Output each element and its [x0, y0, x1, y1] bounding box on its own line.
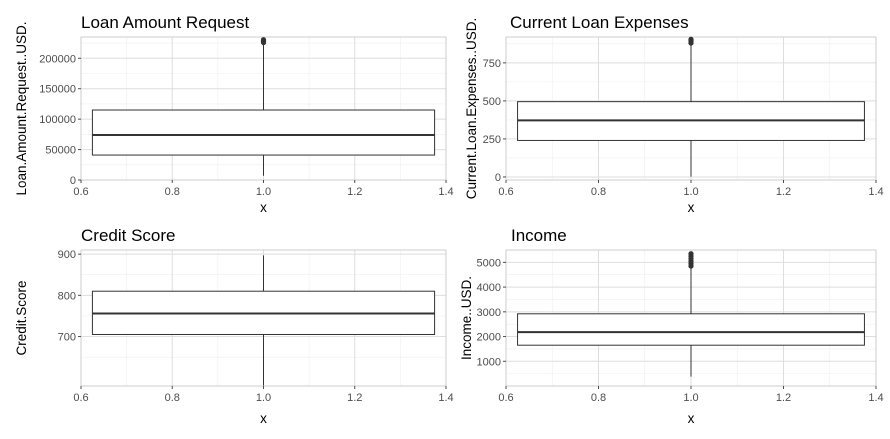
x-tick-label: 0.6 [498, 392, 513, 404]
y-tick-label: 700 [58, 332, 76, 344]
box-iqr [91, 109, 436, 156]
y-axis-title: Loan.Amount.Request..USD. [14, 21, 29, 195]
chart-title: Income [511, 226, 567, 245]
y-tick-label: 150000 [39, 84, 76, 96]
outlier-point [688, 251, 694, 257]
x-tick-label: 1.4 [868, 392, 883, 404]
chart-title: Loan Amount Request [81, 13, 250, 32]
x-tick-label: 1.0 [256, 392, 271, 404]
y-tick-label: 250 [483, 134, 501, 146]
x-tick-label: 1.4 [438, 392, 453, 404]
outlier-point [688, 36, 694, 42]
chart-panel-2: 0.6 0.8 1.0 1.2 1.4 0 250 500 750 Current Loan Ex… [464, 13, 884, 215]
y-tick-label: 1000 [477, 356, 501, 368]
y-tick-label: 4000 [477, 282, 501, 294]
chart-panel-4: 0.6 0.8 1.0 1.2 1.410002000300040005000Incom… [459, 226, 884, 426]
x-tick-label: 0.8 [591, 392, 606, 404]
x-tick-label: 1.2 [347, 392, 362, 404]
x-tick-label: 1.4 [868, 186, 883, 198]
chart-panel-3: 0.6 0.8 1.0 1.2 1.4 700 800 900 Credit Score x Cre… [14, 226, 454, 426]
x-axis-title: x [688, 200, 695, 215]
x-axis-title: x [688, 411, 695, 426]
chart-title: Current Loan Expenses [510, 13, 689, 32]
x-tick-label: 1.2 [776, 392, 791, 404]
x-tick-label: 0.6 [498, 186, 513, 198]
y-tick-label: 500 [483, 96, 501, 108]
y-tick-label: 50000 [45, 145, 76, 157]
y-tick-label: 0 [495, 172, 501, 184]
y-tick-label: 2000 [477, 332, 501, 344]
y-tick-label: 900 [58, 249, 76, 261]
x-tick-label: 0.6 [73, 392, 88, 404]
y-tick-label: 800 [58, 290, 76, 302]
box-iqr [517, 313, 865, 346]
chart-panel-1: 0.6 0.8 1.0 1.2 1.4 0 50000 100000 150000 200000 L… [14, 13, 454, 215]
x-axis-title: x [260, 200, 267, 215]
y-tick-label: 750 [483, 58, 501, 70]
y-tick-label: 200000 [39, 53, 76, 65]
x-tick-label: 1.0 [683, 392, 698, 404]
x-tick-label: 0.6 [73, 186, 88, 198]
x-tick-label: 1.2 [347, 186, 362, 198]
x-tick-label: 0.8 [165, 392, 180, 404]
x-axis-title: x [260, 411, 267, 426]
x-tick-label: 1.0 [683, 186, 698, 198]
chart-title: Credit Score [81, 226, 175, 245]
x-tick-label: 1.0 [256, 186, 271, 198]
x-tick-label: 0.8 [165, 186, 180, 198]
y-axis-title: Credit.Score [14, 280, 29, 355]
y-tick-label: 0 [70, 175, 76, 187]
y-tick-label: 3000 [477, 307, 501, 319]
outlier-point [260, 37, 267, 43]
y-tick-label: 100000 [39, 114, 76, 126]
y-tick-label: 5000 [477, 257, 501, 269]
y-axis-title: Income..USD. [459, 276, 474, 360]
y-axis-title: Current.Loan.Expenses..USD. [464, 18, 479, 200]
x-tick-label: 0.8 [591, 186, 606, 198]
x-tick-label: 1.2 [776, 186, 791, 198]
x-tick-label: 1.4 [438, 186, 453, 198]
